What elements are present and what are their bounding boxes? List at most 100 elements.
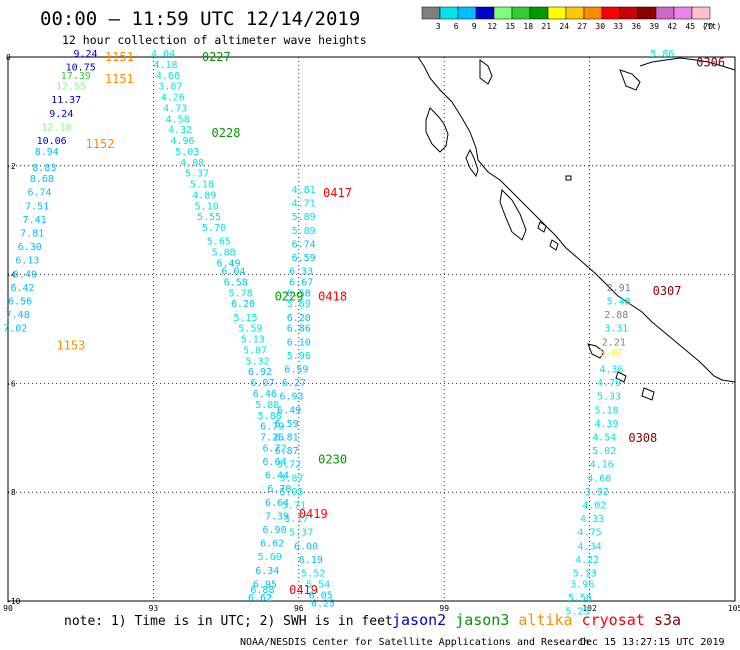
swh-point-s3a: 4.36 (599, 365, 623, 376)
swh-point-jason3: 4.88 (180, 158, 204, 169)
swh-point-cryosat: 5.71 (282, 501, 306, 512)
swh-point-cryosat: 5.17 (284, 514, 308, 525)
colorbar-swatch (619, 6, 639, 20)
x-tick-label: 102 (582, 604, 597, 613)
colorbar-label: 39 (649, 22, 659, 31)
colorbar-swatch (493, 6, 513, 20)
colorbar-swatch (439, 6, 459, 20)
swh-point-altika: 6.42 (10, 283, 34, 294)
swh-point-jason3: 5.88 (212, 248, 236, 259)
swh-point-jason3: 5.32 (246, 356, 270, 367)
swh-point-jason3: 6.07 (250, 378, 274, 389)
track-time: 0228 (212, 126, 241, 140)
swh-point-cryosat: 6.74 (292, 239, 316, 250)
swh-point-s3a: 4.34 (578, 541, 602, 552)
swh-point-jason3: 5.59 (238, 324, 262, 335)
swh-point-cryosat: 5.37 (289, 528, 313, 539)
swh-point-cryosat: 5.87 (279, 473, 303, 484)
page-subtitle: 12 hour collection of altimeter wave hei… (62, 33, 367, 47)
track-time: 0418 (318, 289, 347, 303)
colorbar-label: 3 (436, 22, 441, 31)
swh-point-jason3: 4.66 (156, 71, 180, 82)
swh-point-altika: 7.51 (25, 201, 49, 212)
swh-point-altika: 7.81 (20, 229, 44, 240)
swh-point-altika: 9.24 (73, 49, 97, 60)
swh-point-cryosat: 6.58 (287, 288, 311, 299)
swh-point-cryosat: 6.27 (282, 378, 306, 389)
swh-point-s3a: 5.02 (592, 446, 616, 457)
simeulue-island (425, 107, 449, 153)
x-tick-label: 96 (294, 604, 304, 613)
swh-point-altika: 6.30 (18, 242, 42, 253)
sipura-island (615, 371, 627, 383)
colorbar-label: 24 (559, 22, 569, 31)
track-time: 0308 (628, 431, 657, 445)
legend-item-jason2: jason2 (392, 611, 446, 629)
swh-point-jason3: 5.37 (185, 169, 209, 180)
swh-point-jason3: 6.64 (265, 498, 289, 509)
sumatra-west-coast (417, 56, 736, 383)
swh-point-jason3: 4.04 (151, 49, 175, 60)
colorbar-label: 42 (667, 22, 677, 31)
swh-point-cryosat: 6.25 (311, 598, 335, 609)
x-tick-label: 90 (3, 604, 13, 613)
swh-point-altika: 6.74 (27, 188, 51, 199)
swh-point-jason3: 6.62 (248, 593, 272, 604)
track-time: 0306 (696, 55, 725, 69)
swh-point-s3a: 5.86 (650, 49, 674, 60)
swh-point-altika: 6.13 (15, 256, 39, 267)
swh-point-s3a: 3.02 (599, 348, 623, 359)
banyak-island (465, 148, 479, 178)
track-time: 0419 (299, 507, 328, 521)
colorbar-label: 33 (613, 22, 623, 31)
swh-point-jason3: 6.34 (255, 566, 279, 577)
colorbar-unit: (ft) (702, 22, 721, 31)
colorbar-label: 30 (595, 22, 605, 31)
swh-point-altika: 6.49 (13, 269, 37, 280)
andaman-coast (479, 59, 493, 85)
swh-point-jason3: 6.88 (250, 585, 274, 596)
y-tick-label: -2 (6, 162, 16, 171)
swh-point-cryosat: 6.67 (289, 277, 313, 288)
swh-point-s3a: 4.33 (580, 514, 604, 525)
footer-note: note: 1) Time is in UTC; 2) SWH is in fe… (64, 614, 393, 629)
wave-height-colorbar: 3 6 9 12 15 18 21 24 27 30 33 36 39 42 45 70 (421, 6, 713, 31)
swh-point-jason3: 5.03 (175, 147, 199, 158)
swh-point-cryosat: 6.00 (294, 541, 318, 552)
colorbar-swatch (529, 6, 549, 20)
swh-point-jason3: 6.58 (224, 277, 248, 288)
swh-point-s3a: 4.02 (582, 501, 606, 512)
swh-point-s3a: 2.21 (602, 337, 626, 348)
swh-point-jason3: 6.90 (263, 525, 287, 536)
swh-point-cryosat: 6.87 (275, 446, 299, 457)
swh-point-jason3: 4.73 (163, 103, 187, 114)
swh-point-cryosat: 6.59 (275, 419, 299, 430)
colorbar-swatch (475, 6, 495, 20)
swh-point-altika: 8.83 (32, 163, 56, 174)
swh-point-jason3: 6.70 (267, 484, 291, 495)
swh-point-altika: 12.55 (56, 82, 86, 93)
swh-point-s3a: 3.31 (604, 324, 628, 335)
legend-item-s3a: s3a (654, 611, 681, 629)
track-time: 1153 (56, 338, 85, 352)
swh-point-s3a: 5.18 (595, 405, 619, 416)
swh-point-s3a: 2.88 (604, 310, 628, 321)
swh-point-cryosat: 6.10 (287, 337, 311, 348)
swh-point-jason3: 5.15 (233, 313, 257, 324)
swh-point-s3a: 4.39 (595, 419, 619, 430)
malay-coast (639, 57, 736, 71)
footer-credit: NOAA/NESDIS Center for Satellite Applica… (240, 637, 589, 648)
legend-item-cryosat: cryosat (582, 611, 645, 629)
swh-point-jason3: 6.62 (260, 539, 284, 550)
colorbar-label: 18 (523, 22, 533, 31)
swh-point-cryosat: 5.54 (306, 579, 330, 590)
swh-point-cryosat: 5.52 (301, 569, 325, 580)
swh-point-s3a: 5.48 (607, 297, 631, 308)
swh-point-s3a: 4.68 (587, 473, 611, 484)
colorbar-swatch (457, 6, 477, 20)
colorbar-swatch (655, 6, 675, 20)
swh-point-jason3: 3.87 (158, 82, 182, 93)
colorbar-label: 70 (703, 22, 713, 31)
colorbar-swatch (637, 6, 657, 20)
